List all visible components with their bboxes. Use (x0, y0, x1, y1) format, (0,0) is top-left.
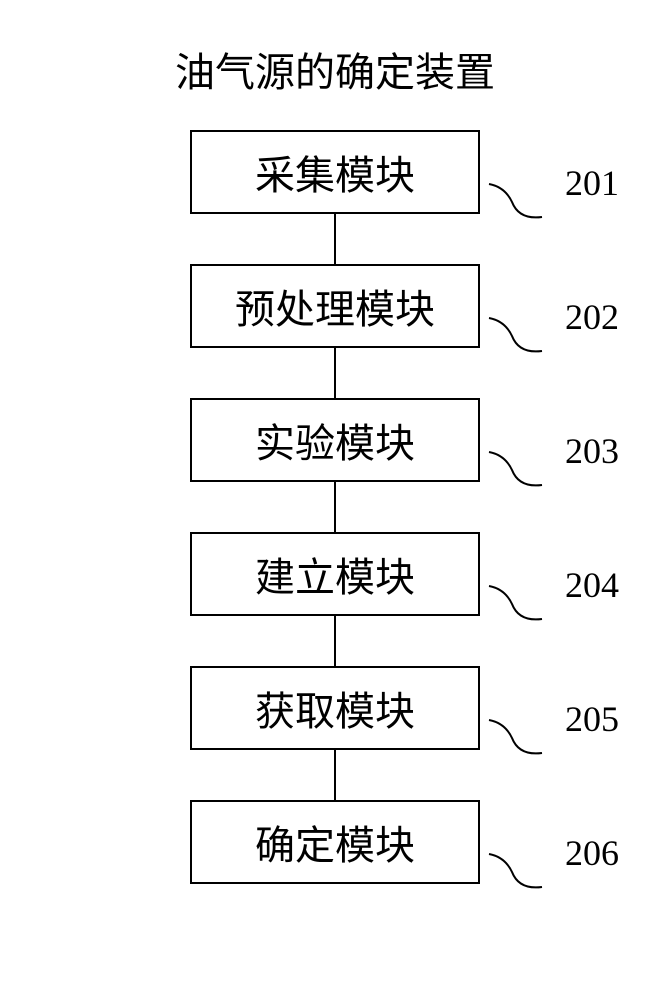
callout: 201 (487, 172, 619, 222)
flow-node: 确定模块 206 (190, 800, 480, 884)
node-label: 建立模块 (255, 545, 415, 603)
callout: 204 (487, 574, 619, 624)
connector-line (334, 616, 336, 666)
flow-node: 获取模块 205 (190, 666, 480, 750)
node-wrapper: 采集模块 201 (190, 130, 480, 264)
ref-number: 205 (565, 698, 619, 740)
callout-curve-icon (487, 450, 557, 500)
ref-number: 202 (565, 296, 619, 338)
callout: 206 (487, 842, 619, 892)
callout: 202 (487, 306, 619, 356)
node-wrapper: 建立模块 204 (190, 532, 480, 666)
node-wrapper: 实验模块 203 (190, 398, 480, 532)
connector-line (334, 214, 336, 264)
flow-node: 实验模块 203 (190, 398, 480, 482)
connector-line (334, 482, 336, 532)
callout-curve-icon (487, 316, 557, 366)
node-label: 实验模块 (255, 411, 415, 469)
flow-node: 采集模块 201 (190, 130, 480, 214)
node-wrapper: 确定模块 206 (190, 800, 480, 884)
ref-number: 201 (565, 162, 619, 204)
node-wrapper: 预处理模块 202 (190, 264, 480, 398)
ref-number: 204 (565, 564, 619, 606)
flowchart: 采集模块 201 预处理模块 202 (190, 130, 480, 884)
node-label: 获取模块 (255, 679, 415, 737)
connector-line (334, 750, 336, 800)
diagram-container: 油气源的确定装置 采集模块 201 预处理模块 (0, 0, 670, 1000)
diagram-title: 油气源的确定装置 (175, 40, 495, 98)
callout: 205 (487, 708, 619, 758)
callout-curve-icon (487, 584, 557, 634)
ref-number: 203 (565, 430, 619, 472)
node-label: 确定模块 (255, 813, 415, 871)
node-label: 采集模块 (255, 143, 415, 201)
callout: 203 (487, 440, 619, 490)
callout-curve-icon (487, 718, 557, 768)
flow-node: 预处理模块 202 (190, 264, 480, 348)
connector-line (334, 348, 336, 398)
node-wrapper: 获取模块 205 (190, 666, 480, 800)
ref-number: 206 (565, 832, 619, 874)
flow-node: 建立模块 204 (190, 532, 480, 616)
callout-curve-icon (487, 182, 557, 232)
callout-curve-icon (487, 852, 557, 902)
node-label: 预处理模块 (235, 277, 435, 335)
